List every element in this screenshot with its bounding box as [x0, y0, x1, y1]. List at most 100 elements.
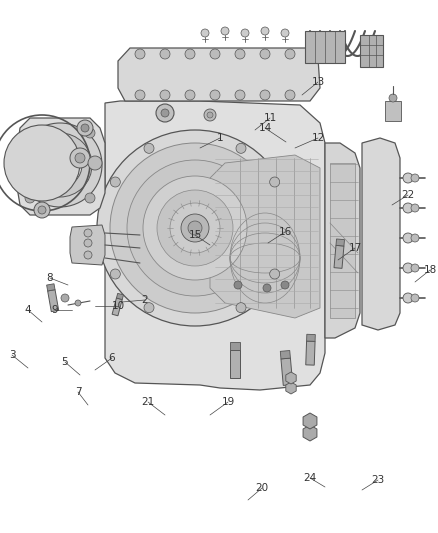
Polygon shape	[305, 31, 345, 63]
Circle shape	[144, 303, 154, 313]
Circle shape	[25, 128, 35, 138]
Circle shape	[4, 125, 80, 201]
Text: 8: 8	[47, 273, 53, 283]
Polygon shape	[325, 143, 360, 338]
Circle shape	[55, 160, 65, 170]
Polygon shape	[48, 289, 59, 312]
Text: 13: 13	[311, 77, 325, 87]
Text: 12: 12	[311, 133, 325, 143]
Text: 19: 19	[221, 397, 235, 407]
Text: 5: 5	[62, 357, 68, 367]
Circle shape	[161, 109, 169, 117]
Circle shape	[411, 174, 419, 182]
Circle shape	[236, 143, 246, 154]
Circle shape	[234, 281, 242, 289]
Circle shape	[389, 94, 397, 102]
Polygon shape	[303, 413, 317, 429]
Circle shape	[127, 160, 263, 296]
Circle shape	[84, 229, 92, 237]
Circle shape	[135, 90, 145, 100]
Circle shape	[181, 214, 209, 242]
Polygon shape	[286, 382, 296, 394]
Circle shape	[411, 204, 419, 212]
Text: 3: 3	[9, 350, 15, 360]
Text: 14: 14	[258, 123, 272, 133]
Text: 4: 4	[25, 305, 31, 315]
Text: 17: 17	[348, 243, 362, 253]
Circle shape	[260, 49, 270, 59]
Text: 6: 6	[109, 353, 115, 363]
Polygon shape	[281, 358, 293, 385]
Circle shape	[285, 49, 295, 59]
Circle shape	[281, 29, 289, 37]
Circle shape	[143, 176, 247, 280]
Circle shape	[235, 90, 245, 100]
Circle shape	[210, 49, 220, 59]
Circle shape	[85, 193, 95, 203]
Polygon shape	[117, 293, 124, 300]
Circle shape	[160, 90, 170, 100]
Polygon shape	[334, 245, 344, 268]
Circle shape	[263, 284, 271, 292]
Polygon shape	[230, 342, 240, 350]
Circle shape	[156, 104, 174, 122]
Text: 22: 22	[401, 190, 415, 200]
Polygon shape	[286, 372, 296, 384]
Circle shape	[84, 251, 92, 259]
Circle shape	[61, 294, 69, 302]
Circle shape	[204, 109, 216, 121]
Circle shape	[236, 303, 246, 313]
Circle shape	[75, 300, 81, 306]
Circle shape	[110, 143, 280, 313]
Circle shape	[403, 203, 413, 213]
Circle shape	[97, 130, 293, 326]
Polygon shape	[280, 351, 290, 359]
Circle shape	[221, 27, 229, 35]
Polygon shape	[46, 284, 55, 291]
Text: 18: 18	[424, 265, 437, 275]
Text: 16: 16	[279, 227, 292, 237]
Circle shape	[160, 49, 170, 59]
Circle shape	[270, 177, 280, 187]
Circle shape	[170, 203, 220, 253]
Circle shape	[403, 293, 413, 303]
Circle shape	[185, 49, 195, 59]
Text: 24: 24	[304, 473, 317, 483]
Circle shape	[207, 112, 213, 118]
Polygon shape	[230, 350, 240, 378]
Circle shape	[77, 120, 93, 136]
Polygon shape	[105, 101, 325, 390]
Circle shape	[403, 263, 413, 273]
Circle shape	[210, 90, 220, 100]
Polygon shape	[362, 138, 400, 330]
Text: 23: 23	[371, 475, 385, 485]
Circle shape	[34, 202, 50, 218]
Text: 10: 10	[111, 301, 124, 311]
Circle shape	[403, 173, 413, 183]
Circle shape	[110, 177, 120, 187]
Polygon shape	[360, 35, 383, 67]
Circle shape	[411, 234, 419, 242]
Polygon shape	[112, 298, 122, 316]
Polygon shape	[385, 101, 401, 121]
Circle shape	[28, 133, 92, 197]
Circle shape	[144, 143, 154, 154]
Circle shape	[403, 233, 413, 243]
Polygon shape	[118, 48, 320, 101]
Text: 11: 11	[263, 113, 277, 123]
Circle shape	[110, 269, 120, 279]
Circle shape	[285, 90, 295, 100]
Circle shape	[241, 29, 249, 37]
Circle shape	[81, 124, 89, 132]
Circle shape	[411, 264, 419, 272]
Circle shape	[38, 143, 82, 187]
Circle shape	[135, 49, 145, 59]
Polygon shape	[18, 118, 105, 215]
Circle shape	[270, 269, 280, 279]
Circle shape	[261, 27, 269, 35]
Polygon shape	[70, 225, 105, 265]
Circle shape	[411, 294, 419, 302]
Polygon shape	[210, 155, 320, 318]
Text: 7: 7	[75, 387, 81, 397]
Circle shape	[88, 156, 102, 170]
